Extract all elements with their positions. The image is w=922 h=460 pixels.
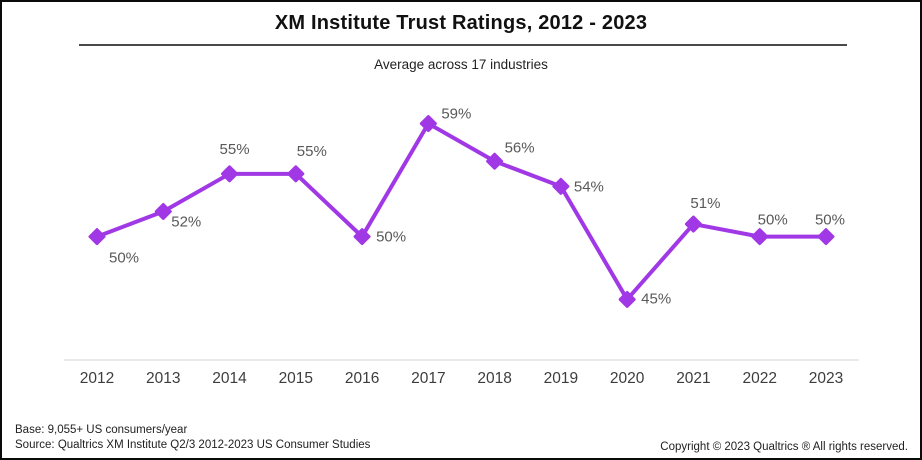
footnote-source: Source: Qualtrics XM Institute Q2/3 2012… (15, 438, 371, 451)
x-tick-label: 2014 (212, 370, 247, 387)
x-tick-label: 2022 (742, 370, 776, 387)
footnote-base: Base: 9,055+ US consumers/year (15, 423, 188, 436)
data-point (552, 177, 570, 195)
data-point-label: 59% (441, 106, 471, 123)
data-point (353, 228, 371, 246)
chart-title: XM Institute Trust Ratings, 2012 - 2023 (274, 12, 648, 34)
trend-line (95, 121, 828, 302)
data-point-label: 50% (815, 212, 845, 229)
data-point (618, 290, 636, 308)
data-point-label: 51% (690, 195, 720, 212)
copyright-text: Copyright © 2023 Qualtrics ® All rights … (660, 441, 908, 453)
data-point-label: 50% (758, 212, 788, 229)
x-tick-label: 2019 (544, 370, 578, 387)
chart-footer: Base: 9,055+ US consumers/year Source: Q… (15, 423, 908, 453)
x-tick-label: 2012 (80, 370, 114, 387)
data-point (287, 165, 305, 183)
data-point-label: 45% (641, 290, 671, 307)
chart-subtitle: Average across 17 industries (374, 57, 548, 72)
footnotes: Base: 9,055+ US consumers/year Source: Q… (15, 423, 370, 453)
x-tick-label: 2015 (279, 370, 313, 387)
x-tick-label: 2021 (676, 370, 710, 387)
data-point (419, 115, 437, 133)
data-point (486, 152, 504, 170)
x-tick-label: 2017 (411, 370, 445, 387)
x-tick-label: 2016 (345, 370, 379, 387)
data-point (751, 228, 769, 246)
data-point (154, 203, 172, 220)
data-point-label: 55% (297, 143, 327, 160)
data-point-label: 50% (376, 229, 406, 246)
data-point-label: 56% (505, 139, 535, 156)
title-divider (79, 44, 847, 46)
data-point-label: 50% (109, 250, 139, 267)
x-tick-label: 2018 (477, 370, 511, 387)
data-point-label: 52% (171, 214, 201, 231)
x-tick-label: 2013 (146, 370, 180, 387)
data-point (221, 165, 239, 183)
x-tick-label: 2020 (610, 370, 645, 387)
x-tick-label: 2023 (809, 370, 843, 387)
data-point-label: 55% (220, 141, 250, 158)
data-point (88, 228, 106, 246)
data-point (817, 228, 835, 246)
data-point-label: 54% (574, 178, 604, 195)
data-point (684, 215, 702, 233)
